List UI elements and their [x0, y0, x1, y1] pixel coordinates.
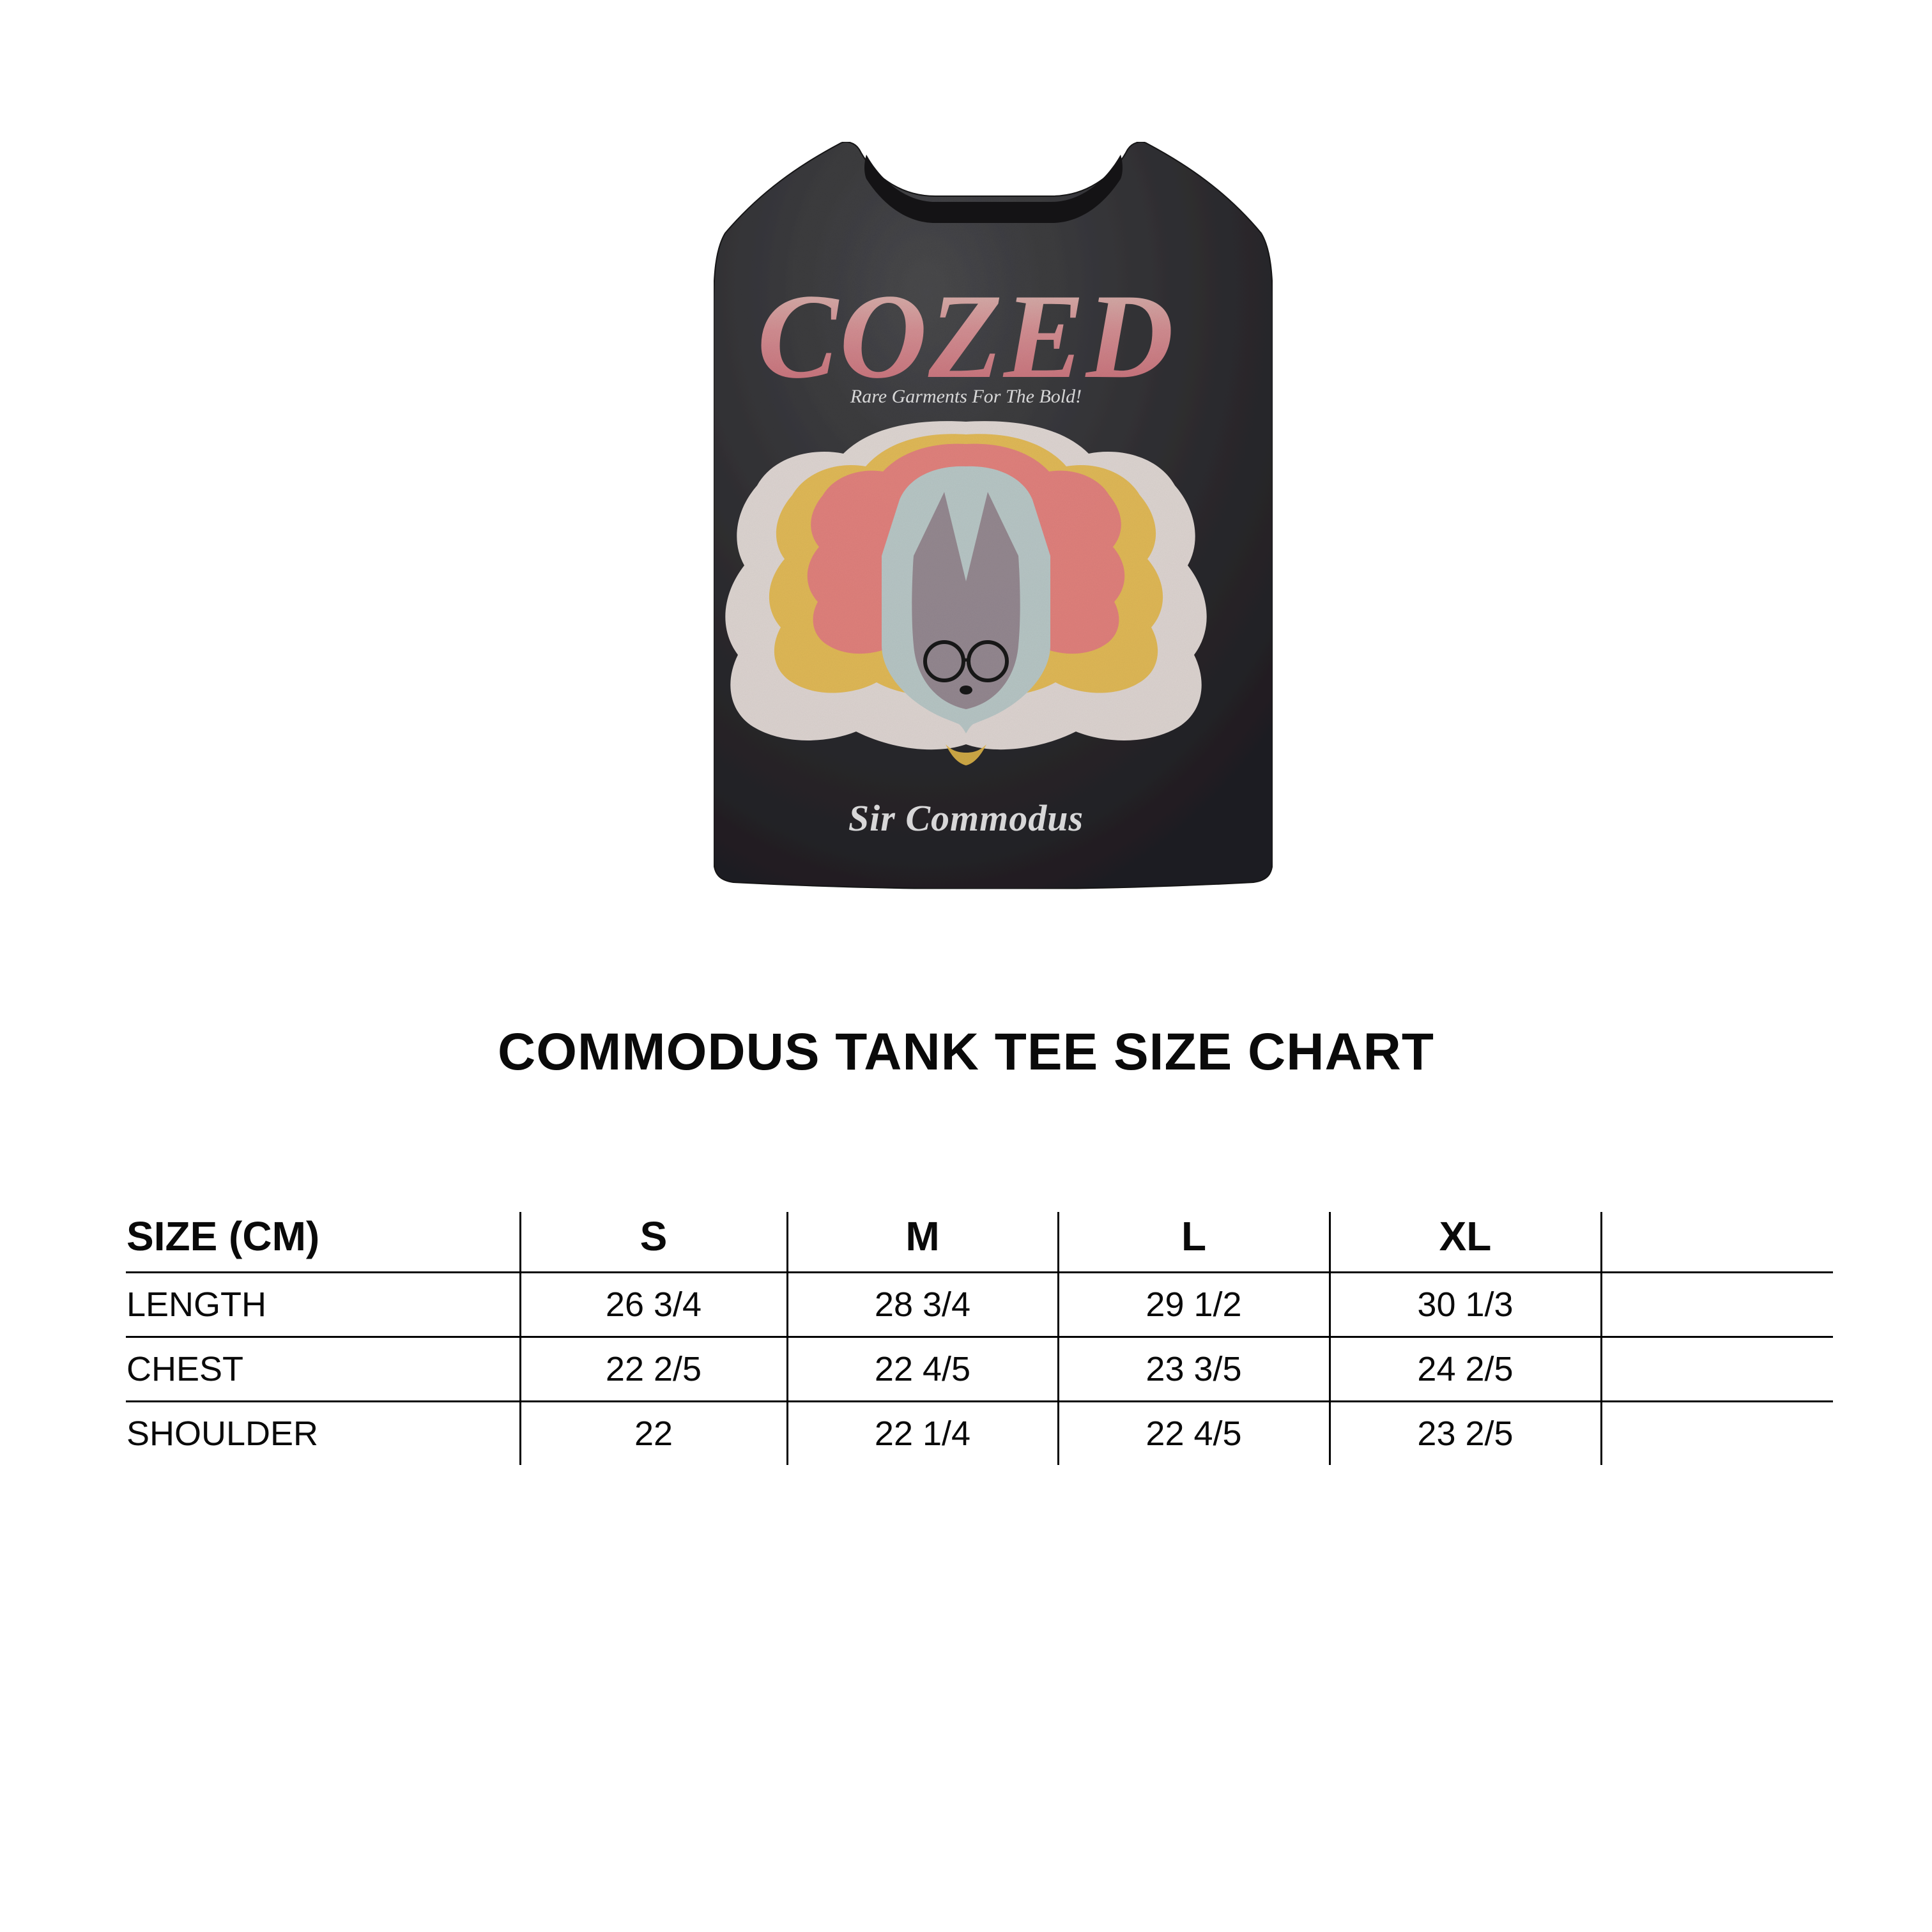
- svg-text:Rare Garments For The Bold!: Rare Garments For The Bold!: [850, 386, 1082, 407]
- svg-text:Sir Commodus: Sir Commodus: [848, 797, 1084, 839]
- svg-text:COZED: COZED: [757, 270, 1175, 404]
